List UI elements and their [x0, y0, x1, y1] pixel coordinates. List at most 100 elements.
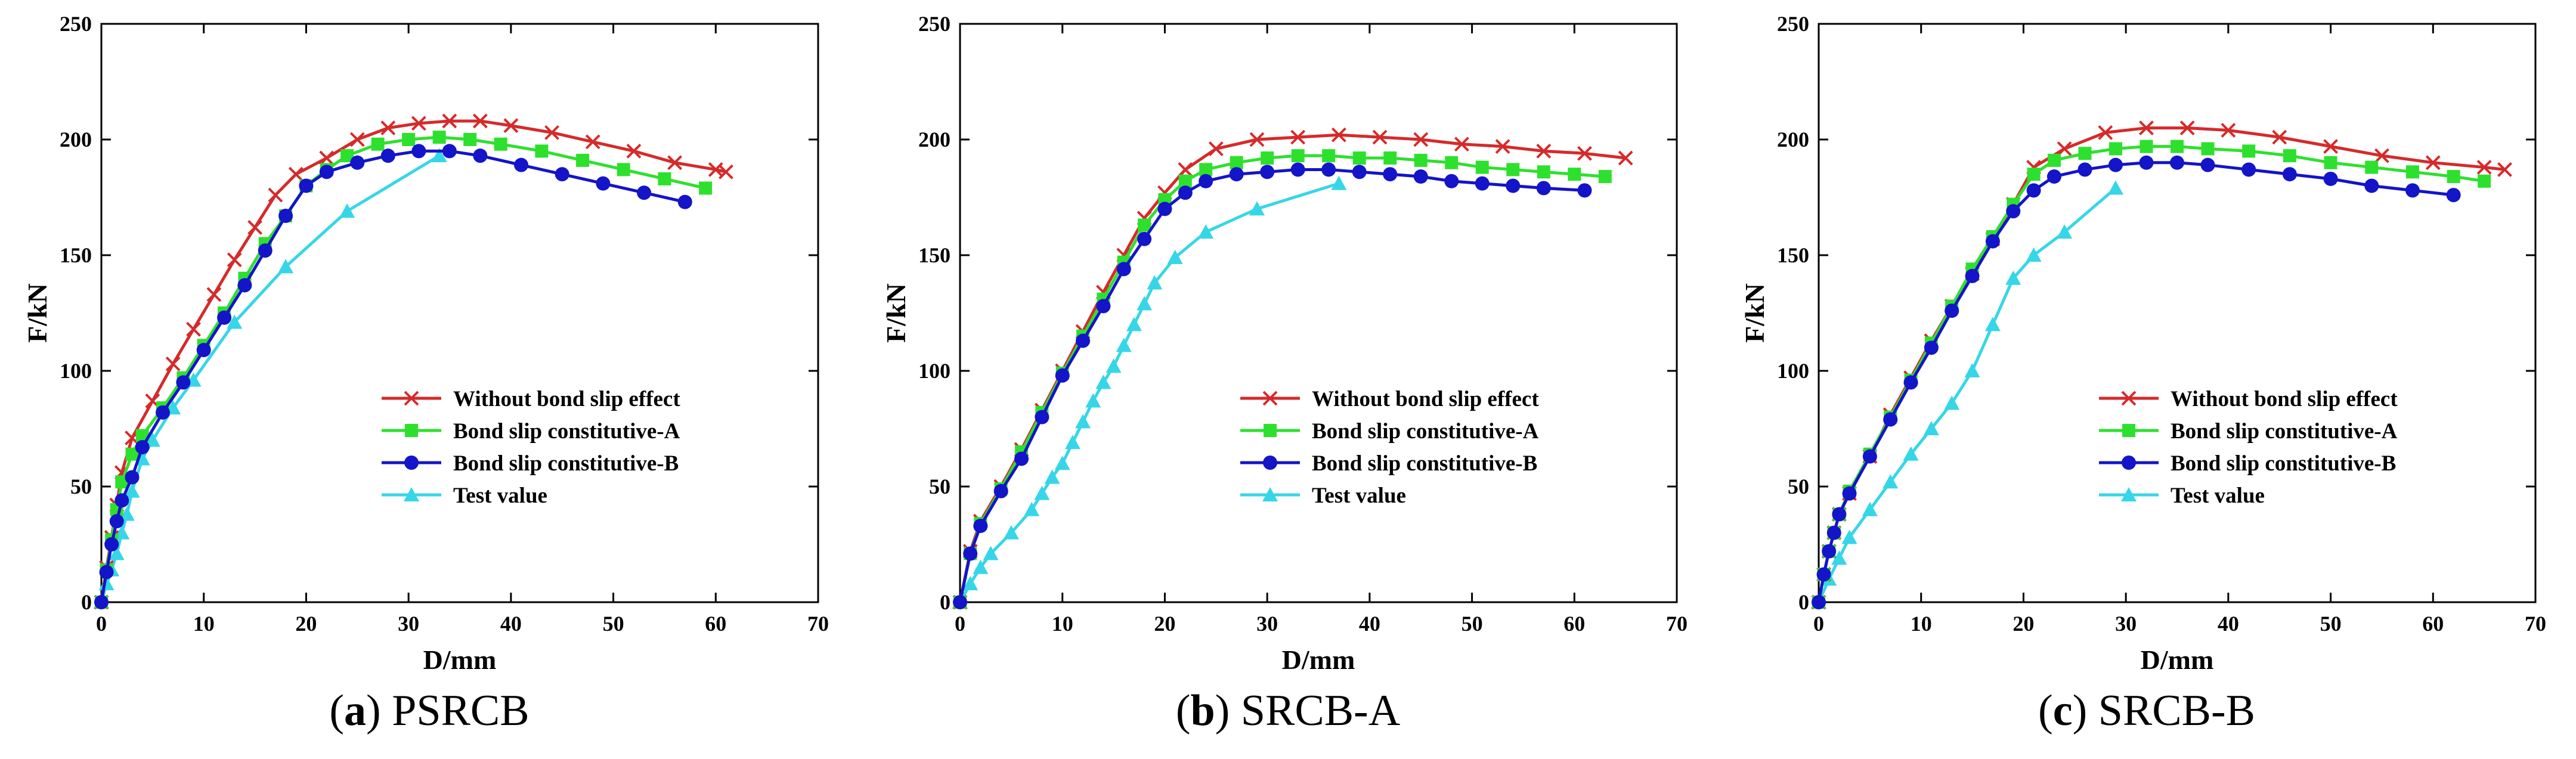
data-point [1816, 567, 1831, 582]
caption-c: (c) SRCB-B [2038, 686, 2255, 735]
data-point [288, 166, 304, 182]
data-point [1383, 167, 1398, 182]
legend-item: Bond slip constitutive-A [1240, 419, 1539, 444]
data-point [176, 375, 191, 390]
y-axis-label: F/kN [22, 283, 52, 343]
legend: Without bond slip effect Bond slip consti… [382, 387, 680, 508]
data-point [1199, 163, 1213, 176]
data-point [1014, 451, 1029, 466]
legend-marker [2122, 456, 2136, 470]
data-point [1965, 268, 1980, 283]
series-without-bond-slip-effect [94, 113, 733, 610]
data-point [114, 493, 129, 508]
data-point [2139, 155, 2154, 170]
data-point [1076, 333, 1091, 348]
data-point [993, 484, 1008, 498]
data-point [1290, 129, 1306, 145]
data-point [1577, 183, 1592, 198]
data-point [125, 470, 140, 485]
data-point [2405, 183, 2420, 198]
data-point [2057, 224, 2073, 239]
data-point [1096, 299, 1111, 314]
chart-b: 0 10 20 30 40 50 60 70 0 50 100 150 200 250 D/mm F/kN Wi… [881, 12, 1688, 675]
legend-item: Test value [2099, 484, 2265, 508]
data-point [2476, 160, 2492, 175]
data-point [535, 144, 549, 158]
data-point [1475, 176, 1490, 191]
caption-b: (b) SRCB-A [1175, 686, 1401, 735]
data-point [380, 148, 395, 163]
data-point [555, 167, 569, 182]
data-point [2047, 153, 2061, 167]
data-point [227, 314, 243, 329]
data-point [1178, 174, 1192, 188]
legend-marker [2121, 391, 2137, 406]
data-point [1495, 139, 1510, 154]
y-tick-label: 150 [60, 243, 92, 267]
data-point [1945, 303, 1959, 318]
data-point [1003, 525, 1019, 540]
data-point [1249, 132, 1265, 147]
data-point [432, 131, 446, 144]
series-bond-slip-constitutive-a [95, 131, 713, 609]
data-point [217, 310, 232, 325]
data-point [1414, 153, 1428, 167]
x-tick-label: 10 [1911, 612, 1932, 636]
data-point [340, 149, 354, 163]
data-point [2497, 162, 2512, 177]
data-point [1984, 317, 2001, 332]
data-point [227, 252, 242, 268]
legend-label: Bond slip constitutive-B [1312, 451, 1537, 476]
data-point [1413, 169, 1428, 184]
y-tick-label: 200 [918, 128, 950, 151]
data-point [1291, 149, 1305, 163]
data-point [1116, 337, 1132, 352]
data-point [1054, 456, 1070, 470]
data-point [1454, 137, 1469, 152]
data-point [2077, 162, 2092, 177]
data-point [1261, 151, 1274, 165]
y-tick-label: 0 [1798, 590, 1809, 614]
data-point [514, 157, 529, 172]
data-point [1126, 317, 1142, 332]
data-point [1831, 550, 1847, 565]
data-point [319, 165, 334, 179]
series-bond-slip-constitutive-b [953, 162, 1592, 609]
legend-item: Test value [382, 484, 547, 508]
legend-marker [1262, 487, 1278, 501]
legend-item: Without bond slip effect [1240, 387, 1539, 411]
legend-item: Without bond slip effect [2099, 387, 2398, 411]
x-tick-label: 70 [807, 612, 829, 636]
x-tick-label: 30 [1256, 612, 1278, 636]
data-point [1178, 185, 1193, 200]
data-point [1475, 160, 1489, 174]
x-tick-label: 0 [955, 612, 965, 636]
x-axis-label: D/mm [2141, 645, 2214, 675]
data-point [1598, 170, 1612, 184]
data-point [1034, 485, 1050, 500]
data-point [2283, 149, 2296, 163]
data-point [1064, 435, 1080, 450]
x-tick-label: 50 [1462, 612, 1483, 636]
data-point [2006, 204, 2021, 219]
series-test-value [1811, 180, 2123, 609]
series-bond-slip-constitutive-a [953, 149, 1612, 609]
x-tick-label: 60 [1563, 612, 1585, 636]
data-point [719, 164, 733, 179]
legend-marker [405, 424, 418, 437]
data-point [237, 278, 252, 293]
legend-item: Bond slip constitutive-B [2099, 451, 2396, 476]
y-tick-label: 50 [1788, 475, 1809, 498]
x-tick-label: 20 [1154, 612, 1175, 636]
panel-a: 0 10 20 30 40 50 60 70 0 50 100 150 200 250 D/mm F/kN Wi… [0, 0, 859, 759]
data-point [1841, 529, 1857, 544]
data-point [2098, 125, 2113, 140]
legend-item: Bond slip constitutive-B [1240, 451, 1537, 476]
data-point [1383, 151, 1397, 165]
y-tick-label: 150 [918, 243, 950, 267]
data-point [2140, 140, 2153, 153]
data-point [1075, 414, 1091, 429]
data-point [463, 133, 477, 146]
data-point [2027, 168, 2041, 181]
